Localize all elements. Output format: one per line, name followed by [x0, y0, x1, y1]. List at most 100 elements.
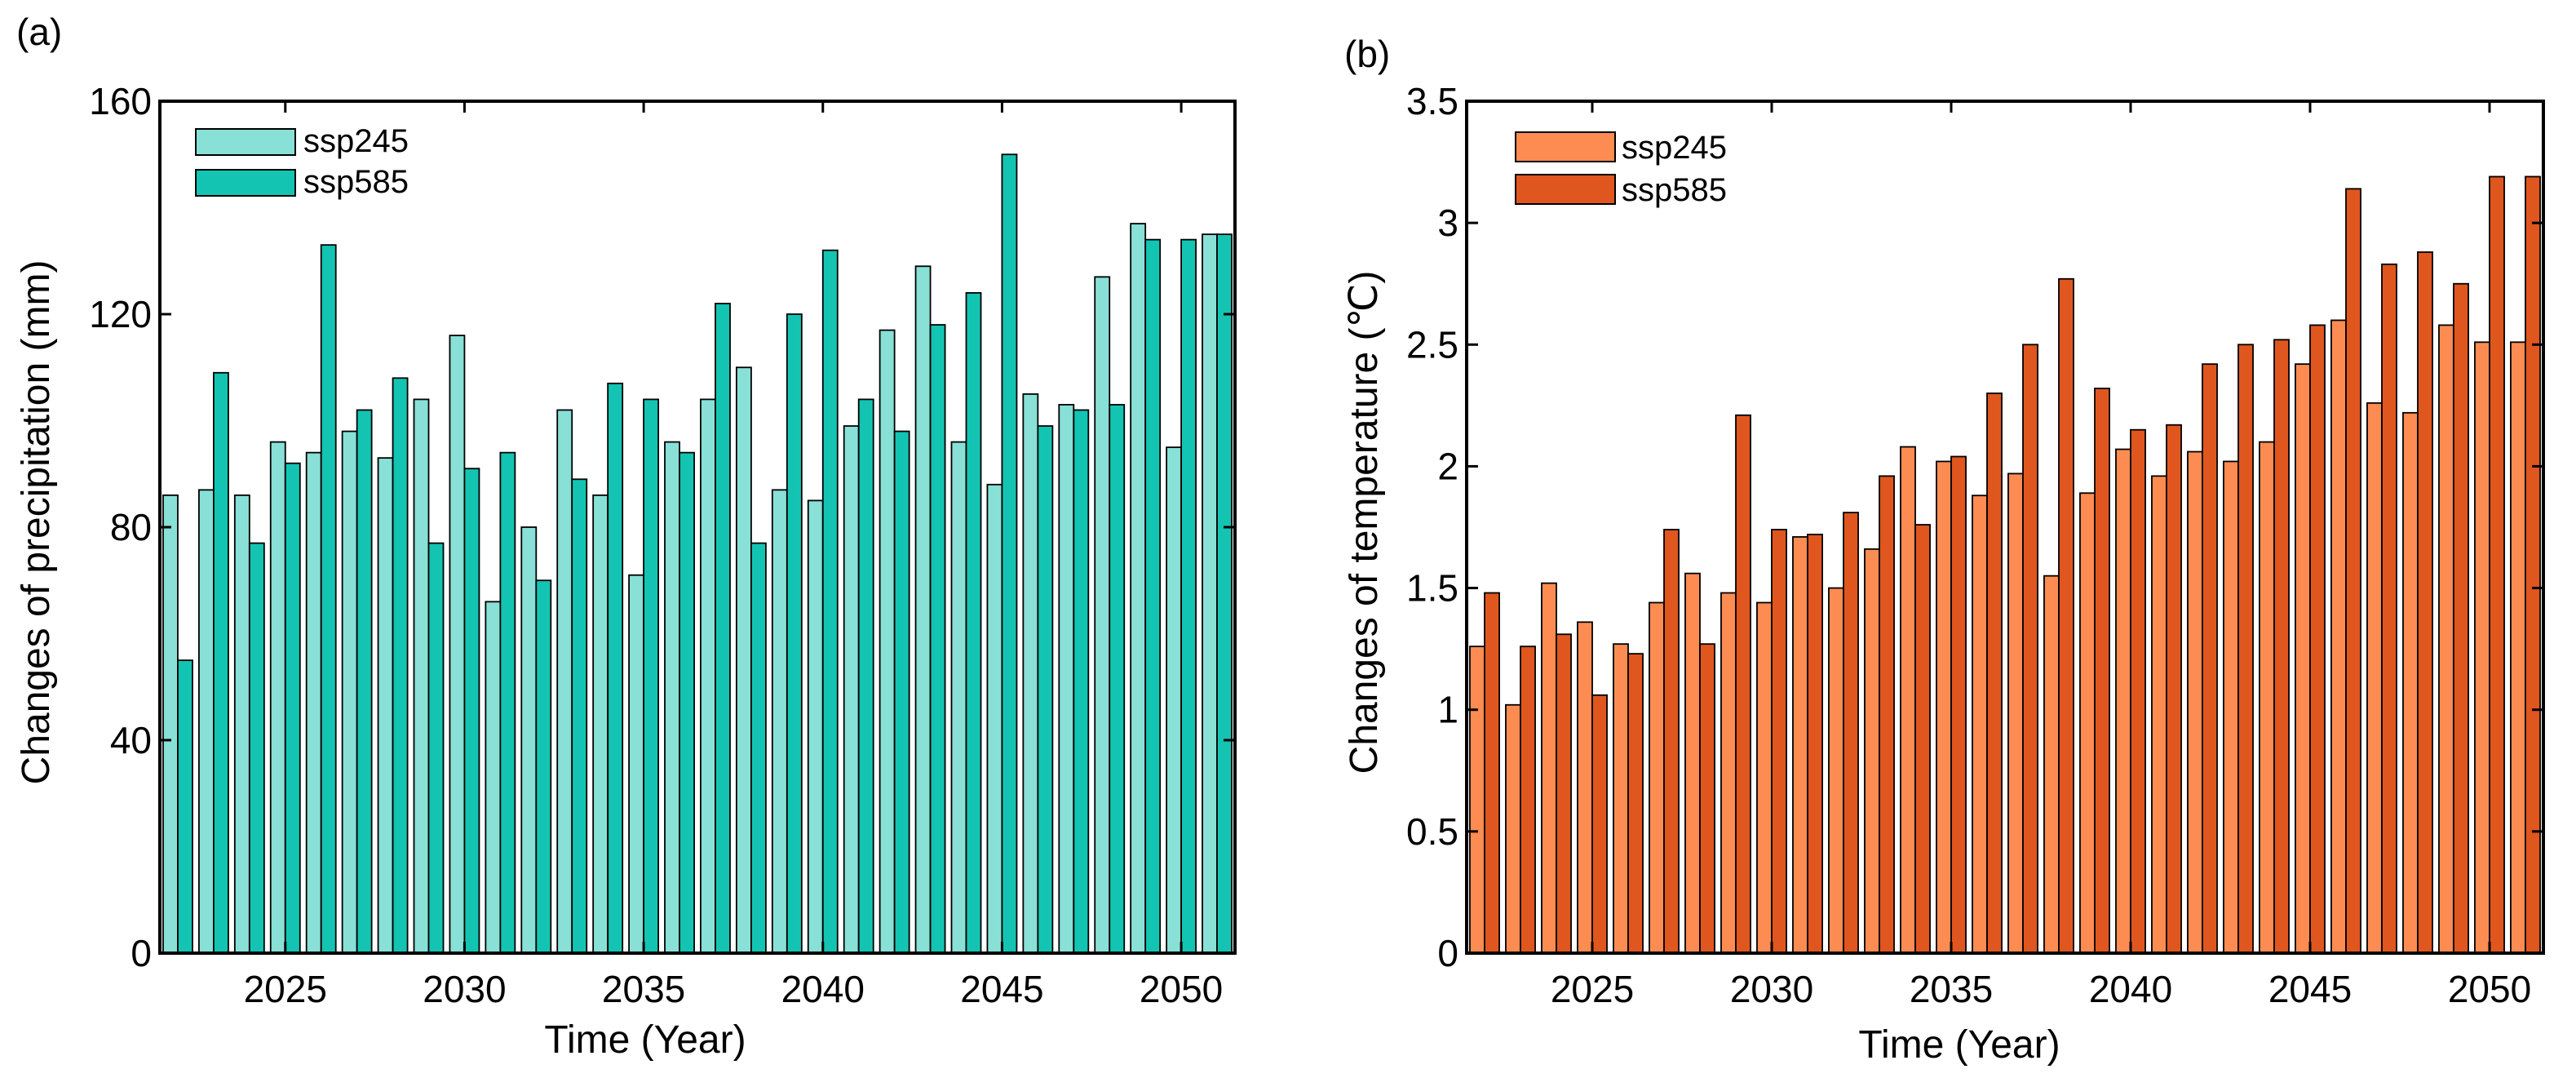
precipitation-bar-ssp585-2034: [607, 382, 624, 954]
precipitation-bar-ssp585-2022: [177, 659, 193, 954]
temperature-bar-ssp245-2050: [2474, 341, 2490, 954]
temperature-bar-ssp245-2032: [1828, 587, 1844, 954]
temperature-bar-ssp585-2040: [2130, 428, 2146, 954]
temperature-bar-ssp585-2043: [2237, 344, 2254, 954]
precipitation-bar-ssp245-2029: [413, 398, 430, 954]
temperature-bar-ssp585-2028: [1699, 643, 1715, 954]
temperature-xtick-label: 2045: [2268, 968, 2352, 1010]
legend-swatch-ssp245: [195, 128, 296, 156]
precipitation-bar-ssp585-2049: [1144, 238, 1162, 954]
temperature-bars: [1469, 175, 2541, 954]
precipitation-bar-ssp245-2022: [162, 494, 179, 954]
temperature-xtick-label: 2050: [2448, 968, 2531, 1010]
temperature-bar-ssp585-2042: [2202, 363, 2218, 954]
temperature-xtick-label: 2025: [1551, 968, 1634, 1010]
temperature-bar-ssp585-2024: [1556, 633, 1572, 954]
precipitation-bar-ssp245-2050: [1166, 446, 1182, 954]
temperature-bar-ssp585-2037: [2022, 344, 2038, 954]
precipitation-bar-ssp245-2046: [1022, 393, 1039, 954]
temperature-bar-ssp245-2038: [2043, 574, 2060, 954]
precipitation-bar-ssp245-2033: [556, 409, 573, 954]
precipitation-bar-ssp245-2051: [1202, 233, 1218, 954]
temperature-plot-frame: [1465, 100, 2545, 955]
precipitation-bars: [162, 153, 1233, 954]
legend-swatch-ssp245: [1515, 131, 1616, 162]
precipitation-bar-ssp245-2049: [1130, 223, 1147, 954]
precipitation-bar-ssp585-2040: [821, 249, 839, 954]
temperature-bar-ssp245-2037: [2007, 472, 2024, 954]
temperature-bar-ssp245-2041: [2151, 475, 2167, 954]
precipitation-bar-ssp585-2027: [356, 409, 373, 954]
precipitation-bar-ssp245-2023: [197, 489, 215, 954]
temperature-bar-ssp585-2026: [1627, 653, 1644, 954]
precipitation-bar-ssp245-2032: [520, 526, 538, 954]
precipitation-bar-ssp245-2036: [664, 441, 680, 954]
precipitation-bar-ssp585-2046: [1037, 425, 1054, 954]
panel-a-label: (a): [16, 11, 62, 53]
precipitation-ytick-label: 160: [89, 80, 152, 122]
temperature-bar-ssp585-2030: [1771, 529, 1787, 954]
temperature-bar-ssp245-2031: [1792, 536, 1808, 954]
precipitation-bar-ssp245-2025: [269, 441, 286, 954]
temperature-bar-ssp245-2033: [1864, 548, 1880, 954]
temperature-bar-ssp585-2046: [2345, 188, 2361, 954]
temperature-bar-ssp585-2023: [1520, 645, 1536, 954]
temperature-bar-ssp245-2048: [2402, 411, 2419, 954]
temperature-bar-ssp585-2041: [2166, 424, 2182, 954]
precipitation-bar-ssp585-2025: [284, 462, 301, 954]
temperature-xtick-label: 2035: [1910, 968, 1993, 1010]
temperature-ytick-label: 2: [1437, 445, 1458, 487]
legend-label-ssp585: ssp585: [1622, 172, 1727, 208]
precipitation-xtick-label: 2025: [244, 968, 327, 1010]
precipitation-bar-ssp585-2033: [571, 478, 588, 954]
precipitation-bar-ssp245-2027: [341, 430, 358, 954]
precipitation-bar-ssp585-2031: [499, 451, 516, 954]
precipitation-bar-ssp585-2036: [679, 451, 695, 954]
temperature-bar-ssp585-2034: [1914, 524, 1931, 954]
precipitation-bar-ssp585-2043: [929, 324, 946, 954]
temperature-bar-ssp585-2029: [1735, 414, 1751, 954]
temperature-axis-ticks: [1467, 100, 2543, 955]
legend-label-ssp585: ssp585: [303, 164, 409, 200]
temperature-x-axis-label: Time (Year): [1858, 1023, 2060, 1067]
precipitation-xtick-label: 2030: [423, 968, 506, 1010]
precipitation-bar-ssp245-2031: [485, 601, 502, 954]
precipitation-bar-ssp585-2050: [1180, 238, 1197, 954]
temperature-bar-ssp245-2043: [2223, 460, 2239, 954]
temperature-bar-ssp585-2035: [1950, 455, 1967, 954]
precipitation-ytick-label: 0: [131, 932, 152, 974]
temperature-bar-ssp245-2025: [1577, 621, 1593, 954]
precipitation-bar-ssp245-2034: [592, 494, 609, 954]
temperature-y-axis-label: Changes of temperature (℃): [1343, 271, 1386, 774]
precipitation-bar-ssp245-2039: [771, 489, 788, 954]
temperature-bar-ssp585-2050: [2489, 175, 2505, 954]
temperature-bar-ssp585-2039: [2094, 388, 2110, 954]
precipitation-legend: ssp245 ssp585: [195, 123, 409, 200]
temperature-bar-ssp585-2025: [1591, 694, 1608, 954]
precipitation-bar-ssp585-2029: [427, 542, 445, 954]
temperature-bar-ssp245-2030: [1756, 601, 1773, 954]
temperature-bar-ssp585-2022: [1484, 592, 1500, 954]
precipitation-xtick-label: 2035: [602, 968, 685, 1010]
temperature-bar-ssp245-2027: [1649, 601, 1665, 954]
precipitation-x-axis-label: Time (Year): [544, 1018, 746, 1062]
precipitation-bar-ssp585-2037: [715, 303, 731, 954]
precipitation-xtick-label: 2045: [960, 968, 1043, 1010]
temperature-ytick-label: 1: [1437, 689, 1458, 731]
temperature-bar-ssp585-2027: [1663, 529, 1680, 954]
precipitation-bar-ssp585-2032: [535, 579, 552, 954]
temperature-x-tick-labels: 2025 2030 2035 2040 2045 2050: [1551, 968, 2531, 1010]
temperature-legend: ssp245 ssp585: [1515, 130, 1727, 208]
precipitation-axis-ticks: [160, 100, 1235, 955]
precipitation-bar-ssp585-2028: [392, 377, 409, 954]
temperature-ytick-label: 0.5: [1406, 810, 1458, 853]
precipitation-bar-ssp245-2030: [449, 335, 466, 954]
precipitation-bar-ssp245-2040: [807, 499, 824, 954]
temperature-bar-ssp245-2045: [2295, 363, 2311, 954]
temperature-xtick-label: 2040: [2089, 968, 2172, 1010]
legend-swatch-ssp585: [1515, 174, 1616, 205]
temperature-bar-ssp585-2032: [1843, 512, 1859, 954]
temperature-bar-ssp585-2044: [2273, 339, 2290, 954]
temperature-bar-ssp245-2035: [1936, 460, 1952, 954]
